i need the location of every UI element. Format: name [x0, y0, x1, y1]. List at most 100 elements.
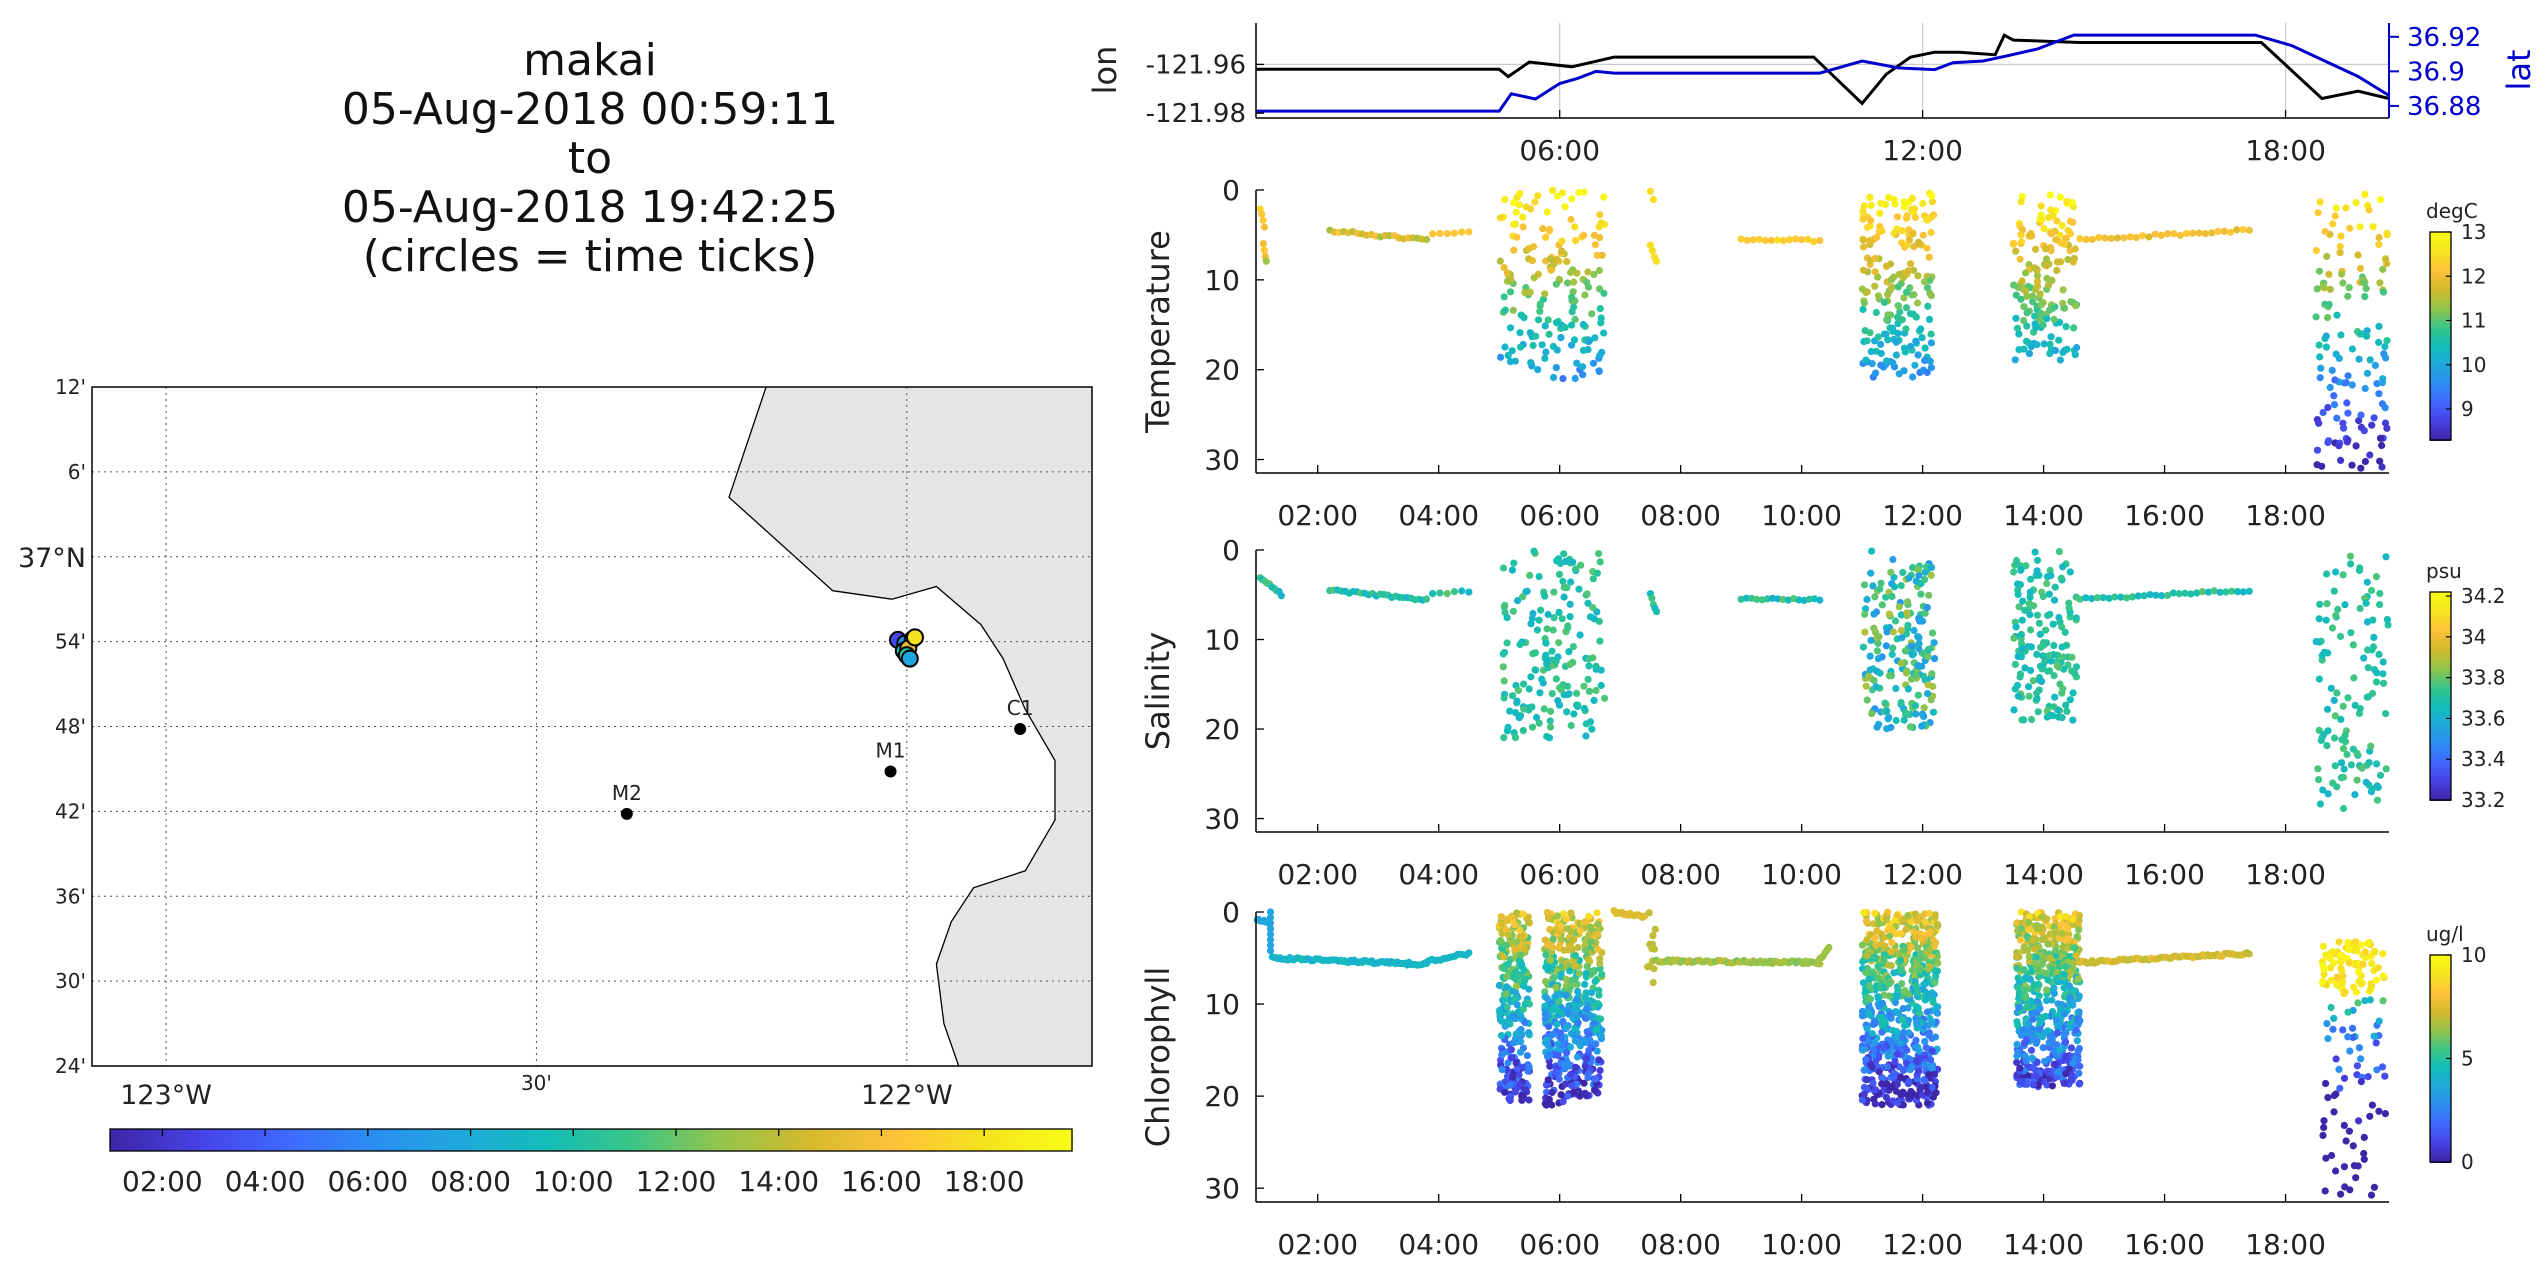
data-point: [1883, 707, 1891, 715]
data-point: [1511, 357, 1519, 365]
data-point: [2375, 233, 2383, 242]
colorbar-frame: [2429, 231, 2452, 441]
data-point: [1512, 938, 1520, 946]
data-point: [1564, 691, 1572, 699]
data-point: [1582, 1005, 1590, 1013]
data-point: [1589, 575, 1597, 583]
data-point: [1597, 681, 1605, 690]
data-point: [2383, 616, 2391, 624]
data-point: [1563, 1049, 1571, 1057]
colorbar-segment: [2430, 1133, 2451, 1138]
data-point: [1882, 357, 1891, 365]
data-point: [2023, 322, 2031, 330]
data-point: [1541, 1002, 1549, 1010]
colorbar-segment: [1055, 1129, 1065, 1151]
data-point: [1500, 677, 1508, 685]
data-point: [1903, 598, 1912, 606]
data-point: [2381, 343, 2389, 351]
data-point: [1568, 976, 1576, 985]
colorbar-segment: [2430, 768, 2451, 773]
data-point: [1558, 1010, 1566, 1018]
data-point: [1798, 236, 1806, 244]
data-point: [2327, 976, 2335, 984]
data-point: [2364, 940, 2372, 948]
lat-tick-label: 48': [55, 715, 86, 739]
colorbar-segment: [118, 1129, 128, 1151]
data-point: [1538, 675, 1546, 683]
data-point: [1543, 625, 1551, 633]
data-point: [1587, 1012, 1595, 1020]
data-point: [1869, 582, 1877, 590]
data-point: [1506, 1096, 1514, 1104]
data-point: [1878, 1028, 1886, 1036]
colorbar-segment: [775, 1129, 785, 1151]
data-point: [2026, 593, 2034, 601]
colorbar-segment: [286, 1129, 296, 1151]
data-point: [2322, 1154, 2330, 1162]
data-point: [2062, 234, 2070, 242]
data-point: [2364, 693, 2372, 701]
data-point: [2214, 227, 2222, 235]
data-point: [1737, 235, 1745, 243]
data-point: [1893, 1027, 1901, 1036]
colorbar-segment: [1023, 1129, 1033, 1151]
data-point: [2060, 971, 2068, 979]
data-point: [1547, 707, 1555, 715]
data-point: [1520, 966, 1528, 974]
data-point: [2113, 234, 2122, 242]
data-point: [1508, 566, 1516, 574]
data-point: [2340, 1074, 2349, 1082]
data-point: [1863, 936, 1871, 944]
colorbar-segment: [2430, 395, 2451, 400]
data-point: [2056, 680, 2064, 688]
colorbar-segment: [2430, 1014, 2451, 1019]
colorbar-tick-label: 12:00: [636, 1165, 717, 1198]
data-point: [2015, 1003, 2023, 1012]
colorbar-segment: [2430, 991, 2451, 995]
data-point: [1872, 1057, 1880, 1065]
data-point: [2021, 269, 2030, 277]
data-point: [1541, 592, 1549, 600]
data-point: [1867, 968, 1875, 976]
colorbar-segment: [462, 1129, 472, 1151]
data-point: [2335, 442, 2343, 450]
data-point: [2332, 568, 2340, 576]
data-point: [1874, 333, 1882, 341]
data-point: [1594, 920, 1602, 928]
data-point: [1911, 1044, 1919, 1052]
data-point: [1915, 640, 1923, 648]
data-point: [1923, 603, 1931, 612]
colorbar-segment: [2430, 330, 2451, 335]
data-point: [2033, 694, 2041, 703]
colorbar-segment: [2430, 333, 2451, 337]
data-point: [1648, 594, 1656, 602]
data-point: [2020, 716, 2028, 724]
data-point: [2014, 692, 2022, 700]
colorbar-segment: [631, 1129, 641, 1151]
data-point: [1580, 231, 1588, 239]
data-point: [1749, 236, 1757, 244]
data-point: [1866, 193, 1874, 201]
data-point: [2210, 587, 2218, 595]
colorbar-segment: [2430, 706, 2451, 710]
data-point: [1515, 1071, 1523, 1079]
data-point: [2324, 790, 2332, 798]
colorbar-segment: [2430, 690, 2451, 695]
data-point: [1929, 682, 1937, 691]
colorbar-segment: [2430, 657, 2451, 661]
data-point: [1928, 670, 1936, 678]
data-point: [1872, 942, 1880, 950]
data-point: [1591, 334, 1599, 342]
data-point: [1894, 313, 1902, 321]
data-point: [1592, 930, 1600, 938]
data-point: [1865, 1010, 1873, 1018]
data-point: [1571, 1012, 1579, 1020]
data-point: [2057, 912, 2065, 921]
data-point: [2044, 940, 2052, 948]
data-point: [1912, 1036, 1920, 1044]
data-point: [1866, 329, 1874, 337]
data-point: [2359, 960, 2367, 969]
data-point: [1596, 285, 1604, 293]
